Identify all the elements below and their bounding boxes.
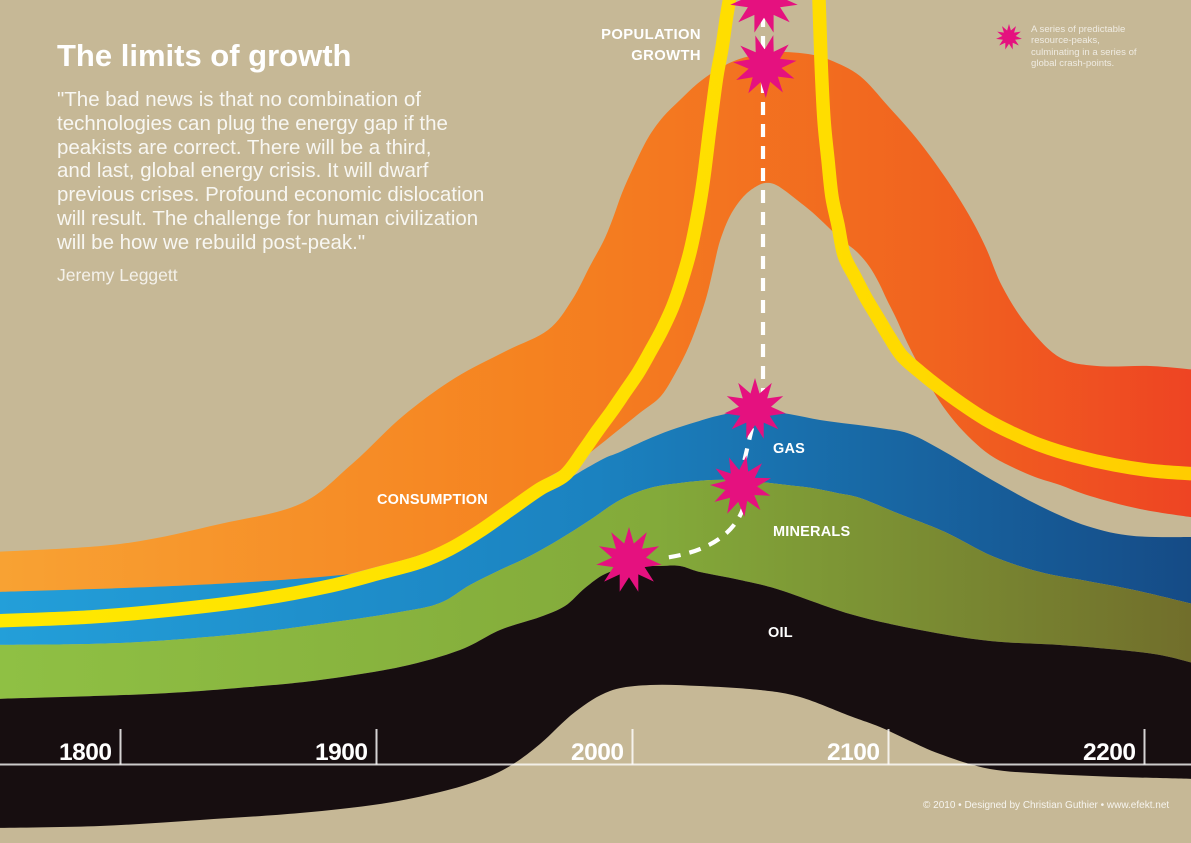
- svg-text:2000: 2000: [571, 739, 624, 766]
- svg-text:2200: 2200: [1083, 739, 1136, 766]
- svg-text:2100: 2100: [827, 739, 880, 766]
- svg-text:1800: 1800: [59, 739, 112, 766]
- svg-text:1900: 1900: [315, 739, 368, 766]
